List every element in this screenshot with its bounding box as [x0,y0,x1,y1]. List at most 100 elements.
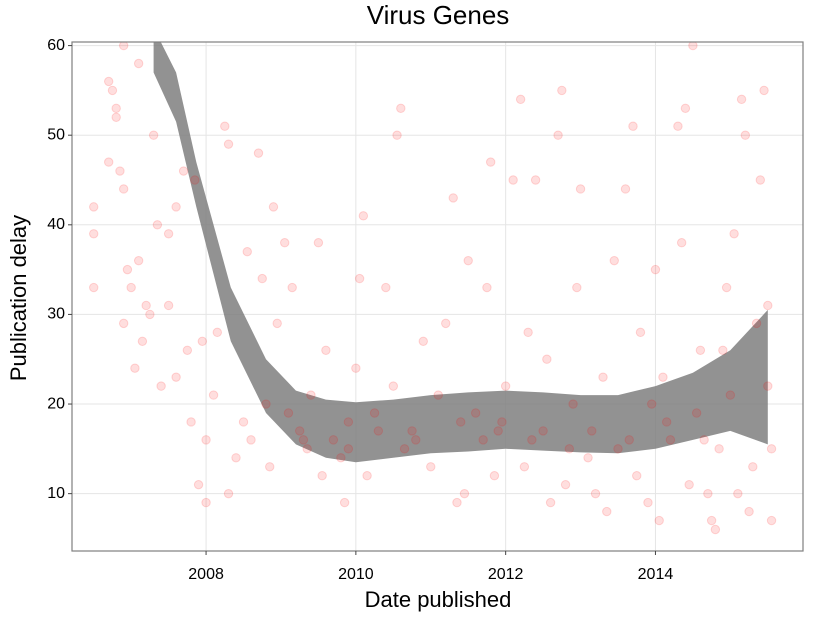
point [145,309,155,320]
point [500,381,511,391]
point [201,435,211,445]
point [583,453,593,463]
point [553,130,563,140]
point [560,479,571,490]
point [336,453,346,463]
plot-area [89,42,777,535]
y-tick-label: 20 [47,395,65,412]
point [695,345,706,355]
point [321,345,331,355]
point [545,497,556,508]
point [489,471,500,481]
point [456,417,466,427]
point [133,58,144,69]
point [721,282,732,293]
point [463,255,473,266]
point [339,497,350,508]
point [118,184,129,194]
point [635,327,646,338]
point [354,273,365,284]
panel-border [71,41,804,552]
point [212,327,223,338]
point [358,211,369,221]
point [676,238,687,248]
point [111,112,121,122]
point [759,85,769,96]
x-tick-label: 2008 [188,566,224,583]
point [89,202,99,212]
point [609,255,619,266]
chart-title: Virus Genes [367,0,510,30]
point [538,426,548,436]
point [658,372,668,382]
point [418,336,428,347]
point [118,42,129,51]
point [433,390,443,400]
point [137,336,148,347]
point [665,435,676,445]
point [388,381,399,391]
point [280,238,290,248]
point [602,506,612,517]
y-tick-label: 50 [47,126,65,143]
point [103,157,114,167]
point [448,193,458,203]
point [268,202,279,212]
point [729,229,739,239]
point [257,273,267,284]
point [231,453,241,463]
point [381,282,391,293]
point [343,444,354,454]
point [523,327,533,338]
point [399,444,410,454]
point [470,408,481,418]
point [306,390,316,400]
point [755,175,766,185]
point [253,148,264,158]
point [598,372,608,382]
point [647,399,657,409]
y-tick-label: 40 [47,216,65,233]
point [590,488,601,499]
y-tick-label: 60 [47,37,65,54]
point [706,515,717,526]
point [148,130,159,140]
point [107,85,118,96]
point [530,175,541,185]
point [632,471,642,481]
point [197,336,208,347]
point [710,524,721,535]
point [459,488,470,499]
point [89,282,99,293]
point [89,229,99,239]
point [246,435,256,445]
point [115,166,125,176]
point [392,130,402,140]
point [718,345,728,355]
point [557,85,567,96]
point [527,435,537,445]
point [654,515,664,526]
point [178,166,189,176]
point [182,345,193,355]
point [238,417,249,427]
point [186,417,196,427]
point [156,381,166,391]
point [141,300,151,311]
point [478,435,488,445]
point [220,121,230,131]
point [542,354,552,364]
point [133,255,144,266]
point [613,444,623,454]
point [519,462,530,472]
point [744,506,754,517]
y-axis-title: Publication delay [6,215,31,381]
point [190,175,200,185]
point [441,318,451,329]
point [171,372,181,382]
point [661,417,672,427]
point [763,381,773,391]
point [684,479,694,490]
point [317,471,327,481]
y-tick-label: 30 [47,306,65,323]
